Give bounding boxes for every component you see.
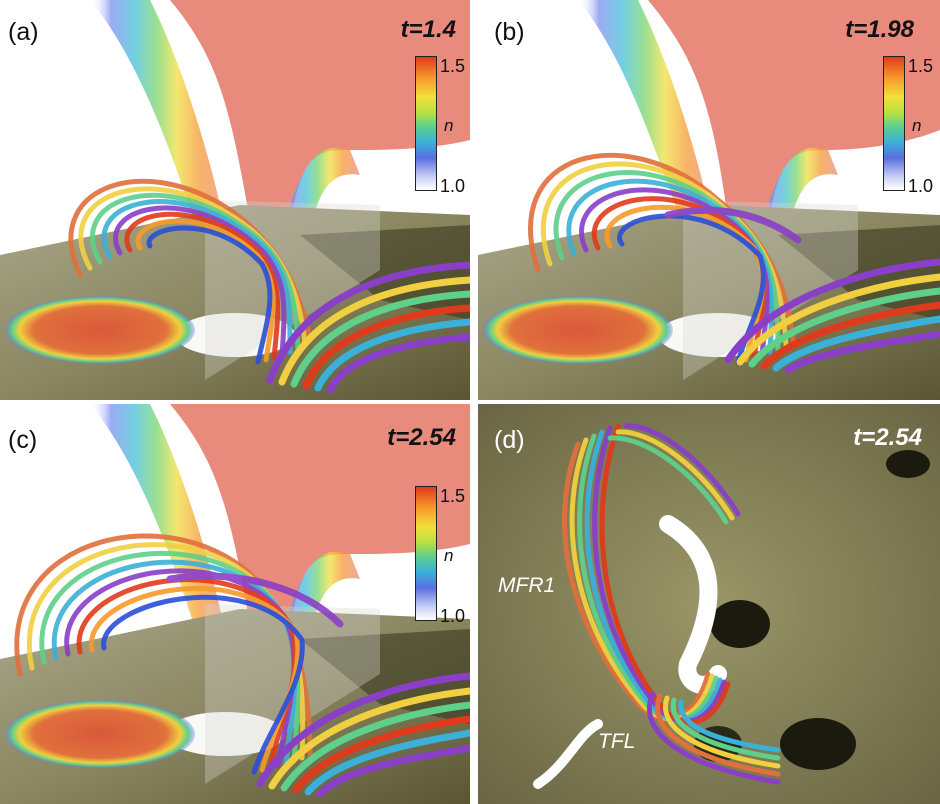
panel-c-colorbar-min: 1.0 <box>440 606 466 626</box>
panel-a: (a) t=1.4 1.5 n 1.0 <box>0 0 470 400</box>
panel-b-colorbar-max: 1.5 <box>908 56 934 76</box>
panel-d: (d) t=2.54 MFR1 TFL <box>478 404 940 804</box>
panel-c-time: t=2.54 <box>387 424 456 451</box>
panel-c-image <box>0 404 470 804</box>
panel-a-label: (a) <box>8 18 39 46</box>
panel-a-time: t=1.4 <box>400 16 456 43</box>
panel-d-image <box>478 404 940 804</box>
panel-d-time: t=2.54 <box>853 424 922 451</box>
tfl-label: TFL <box>598 730 636 753</box>
panel-a-colorbar-min: 1.0 <box>440 176 466 196</box>
panel-b: (b) t=1.98 1.5 n 1.0 <box>478 0 940 400</box>
panel-d-label: (d) <box>494 426 525 454</box>
panel-a-colorbar-variable: n <box>444 116 454 135</box>
panel-b-colorbar-min: 1.0 <box>908 176 934 196</box>
panel-b-image <box>478 0 940 400</box>
panel-c-colorbar-variable: n <box>444 546 454 565</box>
panel-c-colorbar <box>415 486 437 621</box>
panel-c-colorbar-max: 1.5 <box>440 486 466 506</box>
panel-b-label: (b) <box>494 18 525 46</box>
panel-a-colorbar <box>415 56 437 191</box>
panel-b-colorbar <box>883 56 905 191</box>
panel-b-colorbar-variable: n <box>912 116 922 135</box>
panel-a-image <box>0 0 470 400</box>
panel-a-colorbar-max: 1.5 <box>440 56 466 76</box>
panel-b-time: t=1.98 <box>845 16 914 43</box>
mfr1-label: MFR1 <box>498 574 556 597</box>
panel-c-label: (c) <box>8 426 38 454</box>
panel-c: (c) t=2.54 1.5 n 1.0 <box>0 404 470 804</box>
